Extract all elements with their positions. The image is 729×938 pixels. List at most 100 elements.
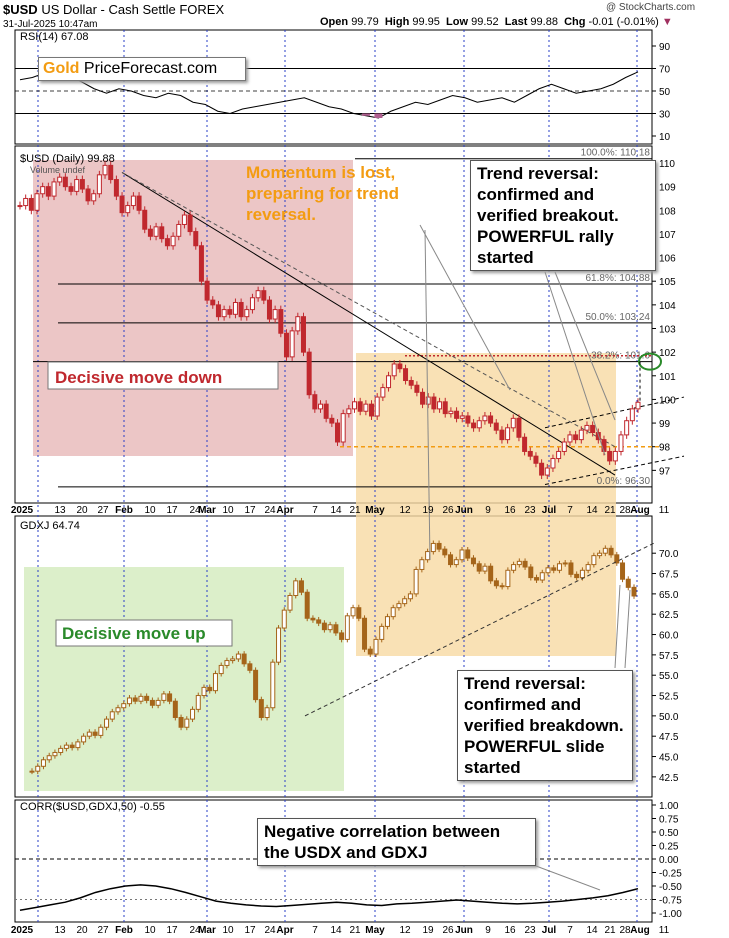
usd-candle xyxy=(346,408,352,415)
usd-candle xyxy=(130,195,136,207)
watermark: @ StockCharts.com xyxy=(606,2,696,13)
usd-group xyxy=(17,161,641,480)
gdxj-candle xyxy=(614,554,620,564)
usd-candle xyxy=(34,193,40,211)
symbol-subtitle: US Dollar - Cash Settle xyxy=(41,2,176,17)
usd-candle xyxy=(204,280,210,301)
gdxj-candle xyxy=(235,653,241,660)
callout-reversal-gdxj: Trend reversal: confirmed and verified b… xyxy=(457,670,633,781)
gdxj-candle xyxy=(436,542,442,550)
ytick-label-usd-3: 100 xyxy=(659,395,676,406)
gdxj-candle xyxy=(591,555,597,566)
usd-candle xyxy=(505,427,511,441)
gdxj-candle xyxy=(172,700,178,718)
usd-candle xyxy=(210,299,216,306)
down-triangle-icon: ▼ xyxy=(661,16,673,28)
usd-candle xyxy=(300,316,306,353)
xlabel-usd-15: 21 xyxy=(349,505,361,516)
usd-candle xyxy=(136,195,142,211)
gdxj-candle xyxy=(379,625,385,640)
usd-candle xyxy=(488,415,494,424)
ytick-label-usd-0: 97 xyxy=(659,466,671,477)
xlabel-usd-27: 21 xyxy=(604,505,616,516)
usd-candle xyxy=(567,434,573,443)
xlabel-usd-26: 14 xyxy=(586,505,598,516)
usd-candle xyxy=(556,450,562,460)
xlabel-bottom-28: 28 xyxy=(619,925,631,936)
gdxj-candle xyxy=(161,693,167,701)
gdxj-candle xyxy=(488,565,494,582)
gdxj-candle xyxy=(505,569,511,588)
usd-candle xyxy=(442,401,448,415)
gdxj-candle xyxy=(534,577,540,581)
gdxj-candle xyxy=(247,663,253,671)
xlabel-bottom-13: 7 xyxy=(312,925,318,936)
xlabel-usd-10: 17 xyxy=(244,505,256,516)
xlabel-usd-13: 7 xyxy=(312,505,318,516)
gdxj-candle xyxy=(218,664,224,675)
brand-logo: Gold PriceForecast.com xyxy=(38,57,246,81)
usd-candle xyxy=(335,422,341,443)
usd-candle xyxy=(79,179,85,190)
gdxj-candle xyxy=(390,607,396,618)
usd-candle xyxy=(550,458,556,469)
last-value: 99.88 xyxy=(530,16,558,28)
gdxj-candle xyxy=(201,686,207,697)
usd-candle xyxy=(471,422,477,429)
xlabel-bottom-9: 10 xyxy=(222,925,234,936)
gdxj-candle xyxy=(126,697,132,705)
ytick-label-gdxj-6: 57.5 xyxy=(659,651,679,662)
usd-candle xyxy=(317,403,323,410)
usd-candle xyxy=(147,228,153,237)
usd-candle xyxy=(533,455,539,464)
low-label: Low xyxy=(446,16,469,28)
rsi-oversold-fill-29 xyxy=(374,113,383,118)
xlabel-bottom-22: 16 xyxy=(504,925,516,936)
exchange: FOREX xyxy=(179,2,225,17)
rsi-title: RSI(14) 67.08 xyxy=(20,31,88,43)
xlabel-bottom-0: 2025 xyxy=(11,925,34,936)
gdxj-candle xyxy=(493,580,499,587)
xlabel-bottom-27: 21 xyxy=(604,925,616,936)
usd-candle xyxy=(635,401,641,410)
gdxj-candle xyxy=(75,741,81,749)
gdxj-candle xyxy=(104,718,110,728)
label-decisive-up-box xyxy=(55,619,233,647)
usd-candle xyxy=(425,396,431,405)
corr-line xyxy=(19,884,639,912)
label-decisive-up: Decisive move up xyxy=(62,624,206,643)
usd-candle xyxy=(403,368,409,382)
usd-candle xyxy=(391,363,397,377)
usd-candle xyxy=(272,309,278,320)
usd-candle xyxy=(482,415,488,422)
ytick-label-usd-2: 99 xyxy=(659,419,671,430)
usd-candle xyxy=(352,401,358,410)
gdxj-candle xyxy=(459,549,465,561)
pointer-gdxj-rev-1 xyxy=(614,584,621,669)
usd-candle xyxy=(578,429,584,441)
xlabel-bottom-25: 7 xyxy=(567,925,573,936)
xlabel-usd-19: 26 xyxy=(442,505,454,516)
ytick-label-rsi-3: 70 xyxy=(659,65,671,76)
fib-label-3: 38.2%: 101.6 xyxy=(591,351,650,362)
gdxj-candle xyxy=(528,566,534,579)
usd-candle xyxy=(289,330,295,358)
panel-frame-rsi xyxy=(14,29,653,145)
ytick-label-corr-2: -0.50 xyxy=(659,882,682,893)
ytick-label-usd-8: 105 xyxy=(659,277,676,288)
usd-candle xyxy=(238,301,244,318)
gdxj-candle xyxy=(585,564,591,571)
usd-candle xyxy=(283,332,289,358)
gdxj-candle xyxy=(574,573,580,579)
usd-candle xyxy=(590,424,596,434)
gdxj-candle xyxy=(453,559,459,566)
zone-decisive-down xyxy=(33,160,353,456)
xlabel-usd-12: Apr xyxy=(276,505,293,516)
panel-frame-usd xyxy=(14,145,653,504)
zone-decisive-up xyxy=(24,567,344,791)
gdxj-candle xyxy=(350,607,356,617)
ytick-label-gdxj-1: 45.0 xyxy=(659,753,679,764)
breakout-circle xyxy=(638,352,662,371)
usd-channel-upper xyxy=(544,396,685,429)
usd-candle xyxy=(23,197,29,207)
